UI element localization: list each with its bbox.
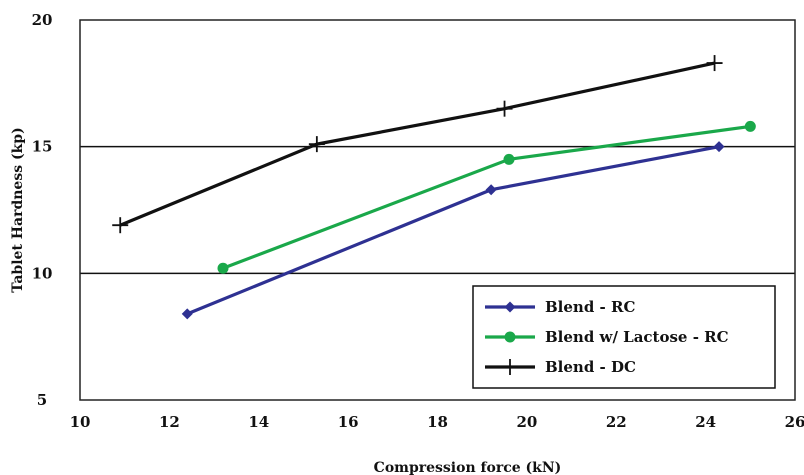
series-2-point-2 xyxy=(503,153,515,165)
legend: Blend - RC Blend w/ Lactose - RC Blend - D… xyxy=(472,285,776,389)
x-tick-label-10: 10 xyxy=(70,413,91,431)
legend-label-3: Blend - DC xyxy=(545,358,636,376)
legend-swatch-marker-2 xyxy=(504,331,516,343)
y-tick-label-15: 15 xyxy=(32,138,53,156)
x-tick-label-26: 26 xyxy=(785,413,804,431)
x-tick-label-14: 14 xyxy=(248,413,269,431)
series-2-line xyxy=(222,124,751,270)
y-tick-label-20: 20 xyxy=(32,11,53,29)
series-3-point-3 xyxy=(496,100,513,117)
series-3-point-2 xyxy=(308,136,325,153)
legend-label-2: Blend w/ Lactose - RC xyxy=(545,328,729,346)
series-2-point-1 xyxy=(217,262,229,274)
x-tick-label-18: 18 xyxy=(427,413,448,431)
series-1-point-1 xyxy=(181,308,193,320)
series-3 xyxy=(112,55,723,234)
x-tick-label-16: 16 xyxy=(338,413,359,431)
series-layer xyxy=(112,55,756,320)
plot-area-frame xyxy=(79,19,796,401)
series-1 xyxy=(181,141,725,320)
legend-swatch-marker-3 xyxy=(502,359,518,375)
legend-label-1: Blend - RC xyxy=(545,298,635,316)
y-tick-label-5: 5 xyxy=(37,391,47,409)
x-tick-label-22: 22 xyxy=(606,413,627,431)
y-tick-label-10: 10 xyxy=(32,264,53,282)
series-2 xyxy=(217,120,756,274)
legend-swatch-marker-1 xyxy=(504,301,516,313)
x-tick-label-24: 24 xyxy=(695,413,716,431)
x-axis-label: Compression force (kN) xyxy=(374,460,562,475)
axis-ticks: 10 12 14 16 18 20 22 24 26 5 10 15 20 xyxy=(32,11,804,431)
series-3-line xyxy=(119,61,715,227)
series-3-point-4 xyxy=(706,55,723,72)
series-1-point-3 xyxy=(713,141,725,153)
x-tick-label-20: 20 xyxy=(516,413,537,431)
y-axis-label: Tablet Hardness (kp) xyxy=(10,127,26,292)
series-2-point-3 xyxy=(744,120,756,132)
series-1-point-2 xyxy=(485,184,497,196)
series-3-point-1 xyxy=(112,217,129,234)
x-tick-label-12: 12 xyxy=(159,413,180,431)
grid-layer xyxy=(80,145,795,275)
